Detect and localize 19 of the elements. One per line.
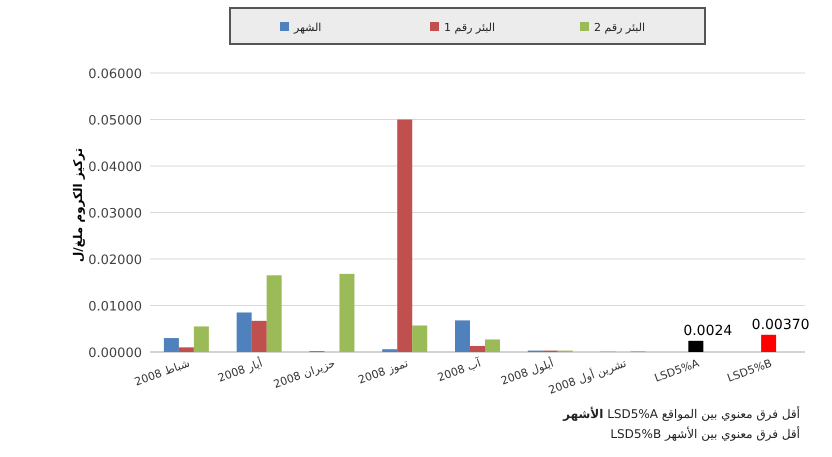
legend-label: الشهر xyxy=(293,21,322,34)
y-axis-title: تركيز الكروم ملغ/ل xyxy=(71,148,85,262)
legend-label: البئر رقم 2 xyxy=(594,21,645,34)
legend: الشهر البئر رقم 1 البئر رقم 2 xyxy=(229,7,706,45)
y-tick-label: 0.06000 xyxy=(88,67,142,82)
x-tick-label: تموز 2008 xyxy=(356,356,410,387)
text: أقل فرق معنوي بين الأشهر LSD5%B xyxy=(610,426,800,441)
x-tick-label: أيار 2008 xyxy=(216,356,264,385)
y-tick-label: 0.01000 xyxy=(88,300,142,314)
y-tick-label: 0.05000 xyxy=(88,114,142,128)
y-tick-label: 0.04000 xyxy=(88,160,142,175)
data-label: 0.0024 xyxy=(683,322,732,339)
y-tick-label: 0.03000 xyxy=(88,206,142,222)
x-tick-label: آب 2008 xyxy=(436,355,484,384)
data-label: 0.00370 xyxy=(752,316,810,333)
y-tick-label: 0.02000 xyxy=(88,253,142,268)
x-tick-label: حزيران 2008 xyxy=(272,356,337,391)
text: أقل فرق معنوي بين المواقع LSD5%A الأشهر xyxy=(562,406,800,421)
legend-label: البئر رقم 1 xyxy=(444,21,495,34)
